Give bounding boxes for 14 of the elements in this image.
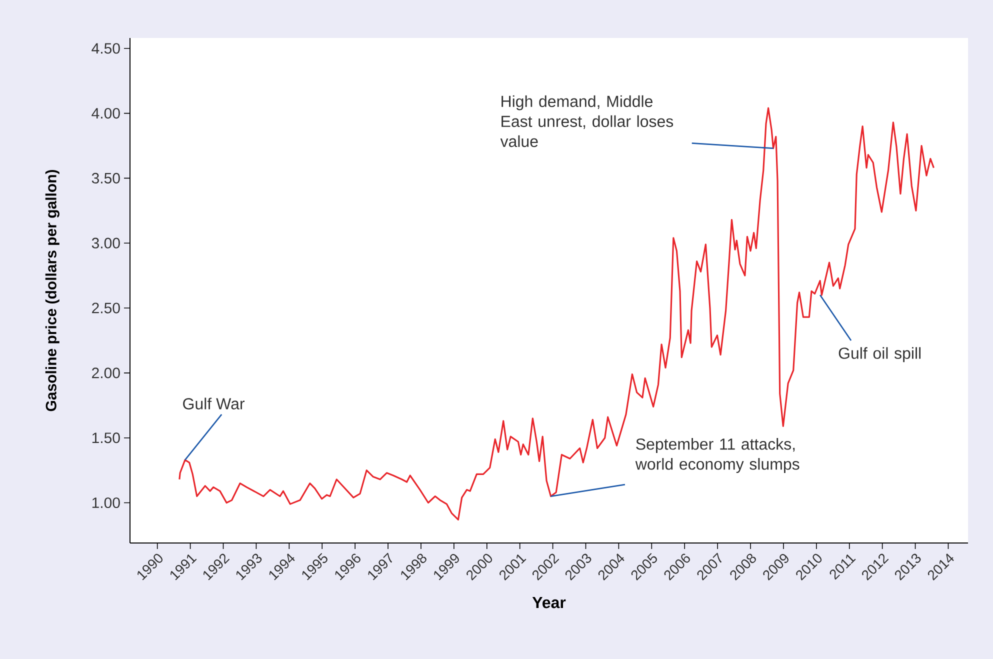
annotation: Gulf War	[183, 398, 245, 410]
x-axis-title: Year	[532, 597, 566, 608]
annotation: Gulf oil spill	[838, 347, 921, 362]
y-tick-label: 4.00	[92, 108, 120, 119]
y-axis-title: Gasoline price (dollars per gallon)	[45, 170, 60, 412]
y-tick-label: 1.00	[92, 497, 120, 508]
y-tick-label: 2.00	[92, 368, 120, 378]
annotation: September 11 attacks, world economy slumps	[635, 438, 800, 473]
annotation: High demand, Middle East unrest, dollar loses value	[500, 95, 674, 148]
y-tick-label: 1.50	[92, 432, 120, 444]
y-tick-label: 3.50	[92, 172, 120, 184]
y-tick-label: 3.00	[92, 238, 120, 248]
y-tick-label: 2.50	[92, 302, 120, 314]
y-tick-label: 4.50	[92, 43, 120, 54]
